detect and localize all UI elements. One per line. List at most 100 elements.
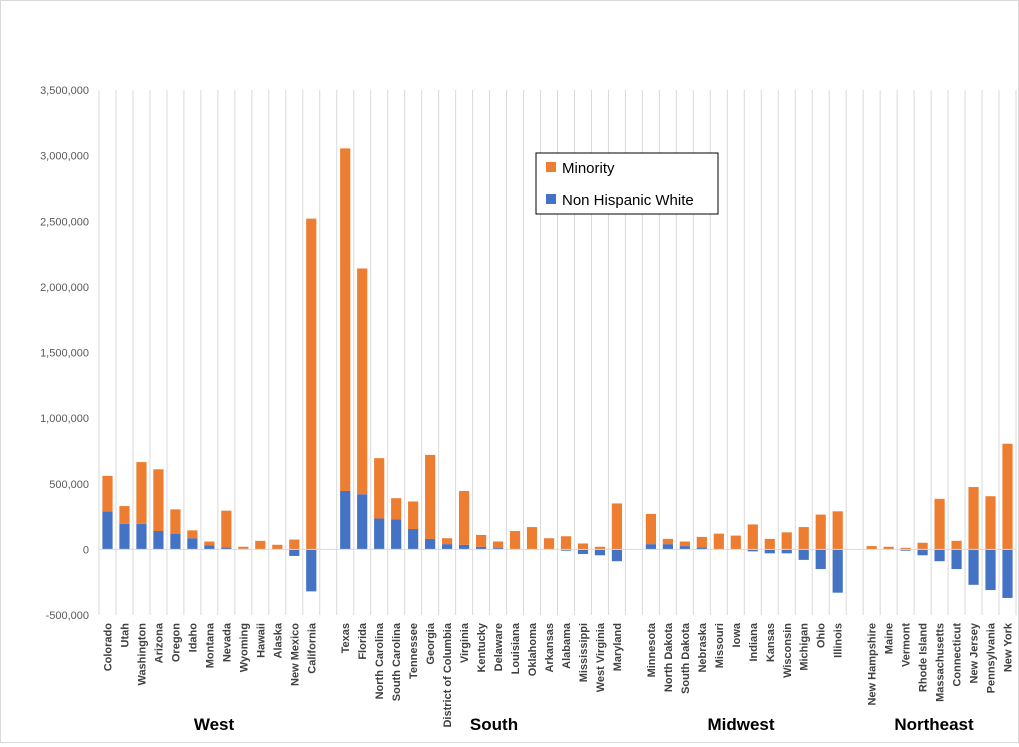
bar-minority [747, 524, 758, 550]
bar-non-hispanic-white [153, 531, 164, 550]
x-category-label: Washington [136, 623, 148, 686]
bar-minority [781, 532, 792, 550]
bar-minority [475, 534, 487, 547]
x-category-label: Arkansas [544, 623, 556, 673]
bar-minority [119, 506, 130, 524]
x-category-label: Vermont [901, 623, 913, 667]
x-category-label: Montana [204, 622, 216, 668]
bar-minority [187, 530, 198, 539]
x-category-label: New Hampshire [867, 623, 879, 706]
region-label: Midwest [707, 715, 774, 734]
bar-non-hispanic-white [577, 549, 589, 554]
x-category-label: Tennessee [408, 623, 420, 679]
bar-minority [577, 543, 589, 550]
x-category-label: Alabama [561, 622, 573, 669]
bar-minority [832, 511, 843, 550]
legend-label-minority: Minority [562, 160, 615, 177]
y-tick-label: 2,000,000 [40, 282, 89, 294]
x-category-label: West Virginia [595, 622, 607, 692]
bar-minority [968, 487, 979, 550]
bar-non-hispanic-white [102, 511, 113, 550]
x-category-label: Rhode Island [918, 623, 930, 692]
bar-minority [221, 510, 232, 548]
bar-minority [662, 538, 673, 545]
x-category-label: North Dakota [663, 622, 675, 692]
bar-minority [713, 533, 724, 550]
bar-non-hispanic-white [170, 533, 181, 550]
bar-non-hispanic-white [968, 549, 979, 585]
bar-minority [102, 475, 113, 512]
x-category-label: Colorado [102, 623, 114, 672]
y-tick-label: -500,000 [46, 610, 89, 622]
bar-minority [917, 542, 928, 550]
bar-minority [730, 535, 741, 550]
bar-non-hispanic-white [119, 523, 130, 550]
bar-non-hispanic-white [459, 544, 470, 550]
bar-minority [204, 541, 215, 546]
x-category-label: Arizona [153, 622, 165, 663]
bar-non-hispanic-white [221, 547, 232, 550]
bar-minority [883, 546, 894, 550]
y-tick-label: 0 [83, 544, 89, 556]
y-tick-label: 2,500,000 [40, 216, 89, 228]
bar-minority [764, 538, 775, 550]
bar-non-hispanic-white [645, 544, 656, 550]
bar-non-hispanic-white [391, 519, 402, 550]
bar-non-hispanic-white [408, 529, 419, 550]
x-category-label: New Mexico [289, 623, 301, 686]
grid-lines [98, 90, 1017, 615]
bar-minority [645, 513, 656, 545]
bar-non-hispanic-white [442, 544, 453, 550]
legend-label-non-hispanic-white: Non Hispanic White [562, 192, 694, 209]
bar-non-hispanic-white [475, 546, 487, 550]
bar-minority [594, 546, 606, 550]
bar-non-hispanic-white [594, 549, 606, 556]
bar-minority [696, 536, 707, 548]
bar-non-hispanic-white [204, 545, 215, 550]
x-category-label: Wisconsin [782, 623, 794, 678]
bar-minority [391, 498, 402, 520]
x-category-label: Idaho [187, 623, 199, 653]
bar-non-hispanic-white [917, 549, 928, 556]
bar-non-hispanic-white [951, 549, 962, 570]
x-category-label: District of Columbia [442, 622, 454, 727]
category-labels: Colorado Utah Washington Arizona Oregon Idaho… [102, 622, 1014, 727]
bar-minority [611, 503, 623, 550]
bar-minority [934, 498, 945, 550]
x-category-label: Oregon [170, 623, 182, 662]
x-category-label: Connecticut [952, 623, 964, 687]
x-category-label: New Jersey [969, 622, 981, 683]
x-category-label: Indiana [748, 622, 760, 661]
bar-non-hispanic-white [136, 523, 147, 550]
y-tick-label: 1,000,000 [40, 413, 89, 425]
x-category-label: Michigan [799, 623, 811, 671]
x-category-label: Florida [357, 622, 369, 660]
bar-minority [357, 268, 368, 495]
bar-non-hispanic-white [781, 549, 792, 554]
bar-non-hispanic-white [357, 494, 368, 550]
y-tick-label: 3,000,000 [40, 151, 89, 163]
bar-minority [985, 496, 996, 550]
bar-non-hispanic-white [374, 518, 385, 550]
bar-minority [255, 540, 266, 550]
x-category-label: Hawaii [255, 623, 267, 658]
x-category-label: California [306, 622, 318, 674]
x-category-label: New York [1003, 622, 1015, 672]
x-category-label: Louisiana [510, 622, 522, 674]
x-category-label: Missouri [714, 623, 726, 668]
bar-minority [900, 547, 911, 550]
bar-non-hispanic-white [985, 549, 996, 591]
region-label: Northeast [894, 715, 974, 734]
bar-non-hispanic-white [340, 490, 351, 550]
bar-non-hispanic-white [187, 538, 198, 550]
y-tick-label: 1,500,000 [40, 348, 89, 360]
legend-swatch-minority [546, 162, 556, 172]
bar-non-hispanic-white [815, 549, 826, 570]
x-category-label: Nevada [221, 622, 233, 662]
bar-minority [408, 501, 419, 530]
bar-non-hispanic-white [662, 544, 673, 550]
bar-minority [543, 538, 555, 550]
x-category-label: Iowa [731, 622, 743, 647]
